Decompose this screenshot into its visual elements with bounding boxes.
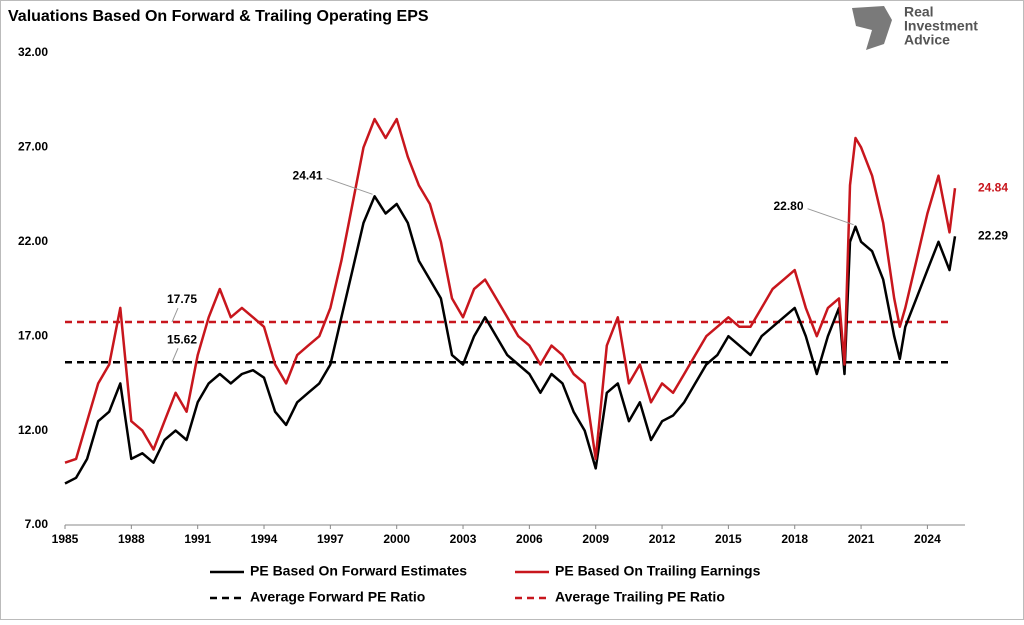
logo: Real Investment Advice (852, 4, 978, 50)
x-tick-label: 2009 (582, 532, 609, 546)
brand-text: Investment (904, 18, 978, 34)
brand-text: Real (904, 4, 934, 20)
annotation: 24.41 (293, 168, 323, 182)
x-tick-label: 2015 (715, 532, 742, 546)
y-tick-label: 32.00 (18, 45, 48, 59)
legend-label: Average Trailing PE Ratio (555, 589, 725, 605)
x-tick-label: 1991 (184, 532, 211, 546)
x-tick-label: 2024 (914, 532, 941, 546)
legend-label: Average Forward PE Ratio (250, 589, 425, 605)
leader (171, 307, 179, 323)
x-tick-label: 1985 (52, 532, 79, 546)
x-tick-label: 1994 (251, 532, 278, 546)
x-tick-label: 2012 (649, 532, 676, 546)
brand-text: Advice (904, 32, 950, 48)
y-tick-label: 12.00 (18, 423, 48, 437)
legend-label: PE Based On Forward Estimates (250, 563, 467, 579)
x-tick-label: 1988 (118, 532, 145, 546)
chart-title: Valuations Based On Forward & Trailing O… (8, 8, 429, 25)
y-tick-label: 27.00 (18, 140, 48, 154)
x-tick-label: 2003 (450, 532, 477, 546)
x-tick-label: 1997 (317, 532, 344, 546)
leader (807, 208, 854, 226)
x-tick-label: 2018 (781, 532, 808, 546)
average-label: 17.75 (167, 292, 197, 306)
y-tick-label: 22.00 (18, 234, 48, 248)
logo-icon (852, 6, 892, 50)
x-tick-label: 2006 (516, 532, 543, 546)
leader (326, 177, 373, 195)
annotation: 22.80 (774, 199, 804, 213)
y-tick-label: 17.00 (18, 328, 48, 342)
x-tick-label: 2021 (848, 532, 875, 546)
y-tick-label: 7.00 (25, 517, 49, 531)
average-label: 15.62 (167, 332, 197, 346)
series-line (64, 117, 957, 464)
end-label: 22.29 (978, 228, 1008, 242)
x-tick-label: 2000 (383, 532, 410, 546)
leader (171, 348, 179, 363)
end-label: 24.84 (978, 180, 1008, 194)
legend-label: PE Based On Trailing Earnings (555, 563, 761, 579)
